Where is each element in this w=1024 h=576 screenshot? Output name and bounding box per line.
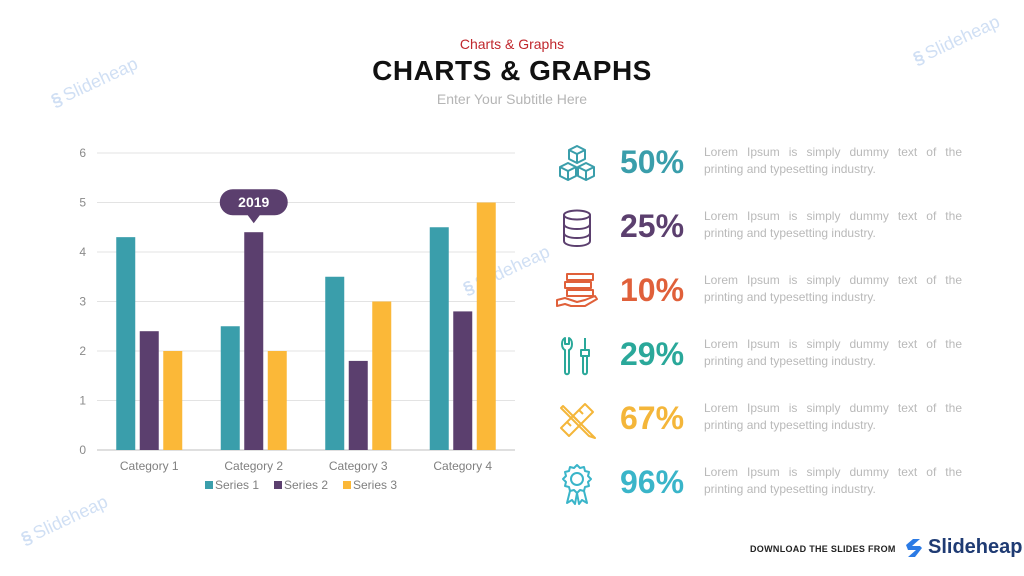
stat-description: Lorem Ipsum is simply dummy text of the … — [704, 465, 962, 496]
database-icon — [563, 209, 591, 248]
bar — [372, 301, 392, 450]
y-tick-label: 4 — [79, 245, 86, 259]
stat-item: 50% Lorem Ipsum is simply dummy text of … — [555, 140, 975, 188]
tools-icon — [561, 337, 590, 376]
bar — [453, 311, 473, 450]
annotation-callout — [219, 189, 288, 224]
y-tick-label: 3 — [79, 295, 86, 309]
legend-label: Series 1 — [215, 478, 259, 492]
bar — [429, 227, 449, 450]
x-tick-label: Category 4 — [433, 459, 492, 473]
bar — [244, 232, 264, 450]
page-subtitle: Enter Your Subtitle Here — [436, 91, 588, 107]
bar — [139, 331, 159, 450]
stat-description: Lorem Ipsum is simply dummy text of the … — [704, 337, 962, 368]
y-tick-label: 1 — [79, 394, 86, 408]
x-tick-label: Category 1 — [120, 459, 179, 473]
stat-description: Lorem Ipsum is simply dummy text of the … — [704, 209, 962, 240]
y-tick-label: 6 — [79, 146, 86, 160]
stat-item: 96% Lorem Ipsum is simply dummy text of … — [555, 460, 975, 508]
bar — [163, 351, 183, 450]
bar — [348, 360, 368, 450]
stat-item: 67% Lorem Ipsum is simply dummy text of … — [555, 396, 975, 444]
y-tick-label: 5 — [79, 196, 86, 210]
award-icon — [562, 464, 592, 505]
stat-item: 10% Lorem Ipsum is simply dummy text of … — [555, 268, 975, 316]
stat-item: 25% Lorem Ipsum is simply dummy text of … — [555, 204, 975, 252]
bar — [476, 202, 496, 450]
header-kicker: Charts & Graphs — [459, 36, 565, 52]
stat-value: 96% — [620, 464, 685, 500]
x-tick-label: Category 3 — [329, 459, 388, 473]
legend-swatch — [274, 481, 282, 489]
brand-name: Slideheap — [928, 536, 1023, 558]
stat-value: 29% — [620, 336, 685, 372]
brand-logo[interactable]: Slideheap — [903, 536, 1022, 559]
stat-item: 29% Lorem Ipsum is simply dummy text of … — [555, 332, 975, 380]
stat-value: 50% — [620, 144, 685, 180]
legend-label: Series 2 — [284, 478, 328, 492]
y-tick-label: 2 — [79, 344, 86, 358]
hand-stack-icon — [556, 273, 598, 307]
stat-description: Lorem Ipsum is simply dummy text of the … — [704, 145, 962, 176]
bar-chart: 0 1 2 3 4 5 6 Category 1 Category 2 Category 3 Cat… — [79, 146, 515, 492]
stat-value: 67% — [620, 400, 685, 436]
legend-swatch — [343, 481, 351, 489]
bar — [325, 276, 345, 450]
legend-label: Series 3 — [353, 478, 397, 492]
stat-description: Lorem Ipsum is simply dummy text of the … — [704, 273, 962, 304]
cubes-icon — [559, 145, 595, 181]
bar — [220, 326, 240, 450]
bar — [267, 351, 287, 450]
slideheap-logo-icon — [906, 538, 922, 557]
stat-value: 25% — [620, 208, 685, 244]
stat-description: Lorem Ipsum is simply dummy text of the … — [704, 401, 962, 432]
page-title: CHARTS & GRAPHS — [372, 55, 652, 86]
stat-value: 10% — [620, 272, 685, 308]
download-text: DOWNLOAD THE SLIDES FROM — [750, 544, 896, 554]
bar — [116, 237, 136, 450]
y-tick-label: 0 — [79, 443, 86, 457]
annotation-label: 2019 — [238, 194, 269, 210]
x-tick-label: Category 2 — [224, 459, 283, 473]
legend-swatch — [205, 481, 213, 489]
pencil-ruler-icon — [560, 403, 596, 439]
